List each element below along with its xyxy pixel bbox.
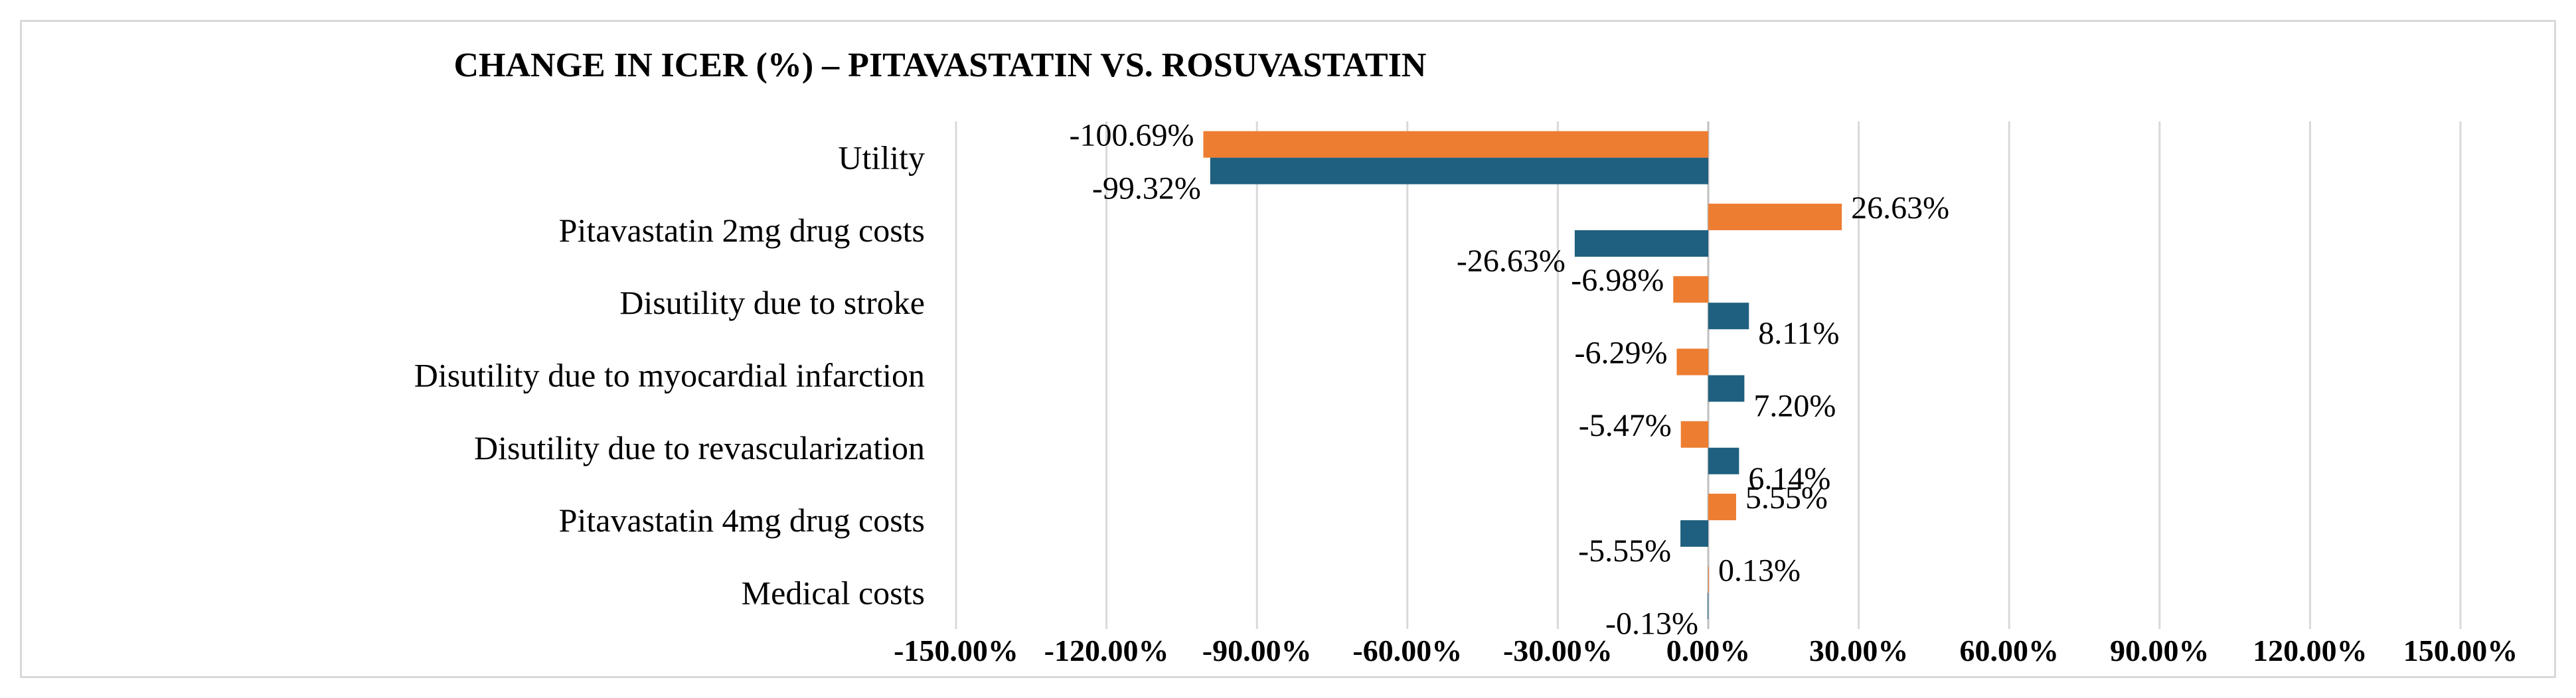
data-label: 0.13%	[1718, 553, 1801, 588]
data-labels: -100.69% 26.63% -6.98% -6.29% -5.47% 5.55% 0.1…	[1069, 118, 1949, 642]
data-label: -6.29%	[1575, 336, 1668, 371]
data-label: -0.13%	[1605, 606, 1698, 641]
bar-series-orange	[1708, 566, 1709, 593]
category-label: Disutility due to stroke	[619, 284, 925, 321]
x-tick-label: 30.00%	[1809, 634, 1909, 667]
data-label: 26.63%	[1851, 190, 1949, 226]
category-labels: Utility Pitavastatin 2mg drug costs Disuti…	[414, 139, 925, 612]
bar-series-orange	[1680, 421, 1708, 448]
bar-series-blue	[1680, 520, 1708, 547]
x-tick-label: 120.00%	[2253, 634, 2368, 667]
data-label: -99.32%	[1092, 171, 1201, 206]
data-label: -26.63%	[1457, 244, 1566, 279]
x-tick-label: -30.00%	[1503, 634, 1613, 667]
data-label: -5.47%	[1579, 408, 1672, 443]
data-label: -6.98%	[1571, 263, 1664, 298]
bar-series-orange	[1203, 131, 1708, 158]
x-tick-labels: -150.00% -120.00% -90.00% -60.00% -30.00% 0.0…	[894, 634, 2518, 667]
bar-series-blue	[1708, 447, 1739, 474]
data-label: 5.55%	[1745, 480, 1828, 516]
data-label: -100.69%	[1069, 118, 1194, 153]
category-label: Medical costs	[742, 574, 925, 611]
x-tick-label: 150.00%	[2403, 634, 2518, 667]
category-label: Disutility due to myocardial infarction	[414, 357, 925, 394]
data-label: 6.14%	[1748, 461, 1830, 496]
bar-series-blue	[1574, 230, 1708, 257]
bar-series-orange	[1708, 494, 1736, 521]
chart-title: CHANGE IN ICER (%) – PITAVASTATIN VS. RO…	[454, 46, 1427, 84]
category-label: Disutility due to revascularization	[474, 429, 925, 466]
category-label: Utility	[838, 139, 925, 176]
bar-series-blue	[1708, 375, 1745, 402]
chart-frame: CHANGE IN ICER (%) – PITAVASTATIN VS. RO…	[20, 20, 2556, 678]
chart-canvas: CHANGE IN ICER (%) – PITAVASTATIN VS. RO…	[414, 46, 2518, 667]
x-tick-label: -90.00%	[1202, 634, 1312, 667]
bar-series-orange	[1708, 203, 1842, 230]
x-tick-label: -120.00%	[1044, 634, 1169, 667]
data-label: 8.11%	[1758, 316, 1839, 351]
bar-series-orange	[1676, 348, 1708, 376]
x-tick-label: 0.00%	[1666, 634, 1751, 667]
category-label: Pitavastatin 4mg drug costs	[559, 502, 925, 539]
x-tick-label: -150.00%	[894, 634, 1018, 667]
x-tick-label: 60.00%	[1959, 634, 2059, 667]
data-label: -5.55%	[1578, 533, 1671, 569]
bar-series-orange	[1673, 276, 1708, 303]
bar-series-blue	[1708, 303, 1749, 330]
bars	[1203, 131, 1842, 620]
bar-series-blue	[1210, 157, 1708, 184]
data-label: 7.20%	[1753, 389, 1836, 424]
category-label: Pitavastatin 2mg drug costs	[559, 212, 925, 249]
x-tick-label: -60.00%	[1352, 634, 1462, 667]
x-tick-label: 90.00%	[2110, 634, 2210, 667]
